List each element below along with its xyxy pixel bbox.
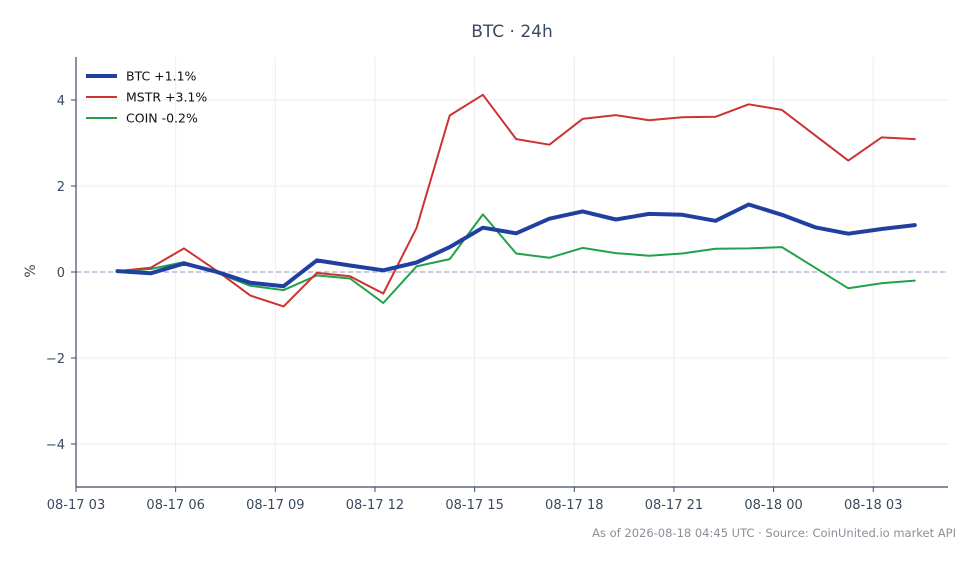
legend-label: COIN -0.2%	[126, 111, 198, 126]
series-line-2	[116, 93, 916, 308]
x-tick-label: 08-17 12	[346, 498, 404, 513]
x-tick-label: 08-17 06	[146, 498, 204, 513]
x-tick-label: 08-17 09	[246, 498, 304, 513]
x-tick-label: 08-17 21	[645, 498, 703, 513]
y-tick-label: −4	[46, 438, 65, 453]
x-tick-label: 08-17 18	[545, 498, 603, 513]
axes: 08-17 03 08-17 06 08-17 09 08-17 12 08-17 15…	[46, 57, 948, 513]
y-tick-label: 4	[57, 94, 65, 109]
y-tick-label: −2	[46, 352, 65, 367]
y-tick-label: 0	[57, 266, 65, 281]
legend: BTC +1.1% MSTR +3.1% COIN -0.2%	[86, 69, 207, 126]
x-tick-label: 08-17 03	[47, 498, 105, 513]
x-tick-label: 08-18 03	[844, 498, 902, 513]
series-line-3	[116, 213, 916, 304]
source-footnote: As of 2026-08-18 04:45 UTC · Source: Coi…	[592, 526, 956, 540]
series-lines	[115, 93, 917, 308]
y-tick-label: 2	[57, 180, 65, 195]
series-line-1	[115, 202, 917, 289]
x-tick-label: 08-17 15	[445, 498, 503, 513]
legend-label: BTC +1.1%	[126, 69, 197, 84]
legend-label: MSTR +3.1%	[126, 90, 207, 105]
x-tick-label: 08-18 00	[744, 498, 802, 513]
chart-title: BTC · 24h	[471, 22, 553, 42]
y-axis-label: %	[23, 264, 39, 277]
